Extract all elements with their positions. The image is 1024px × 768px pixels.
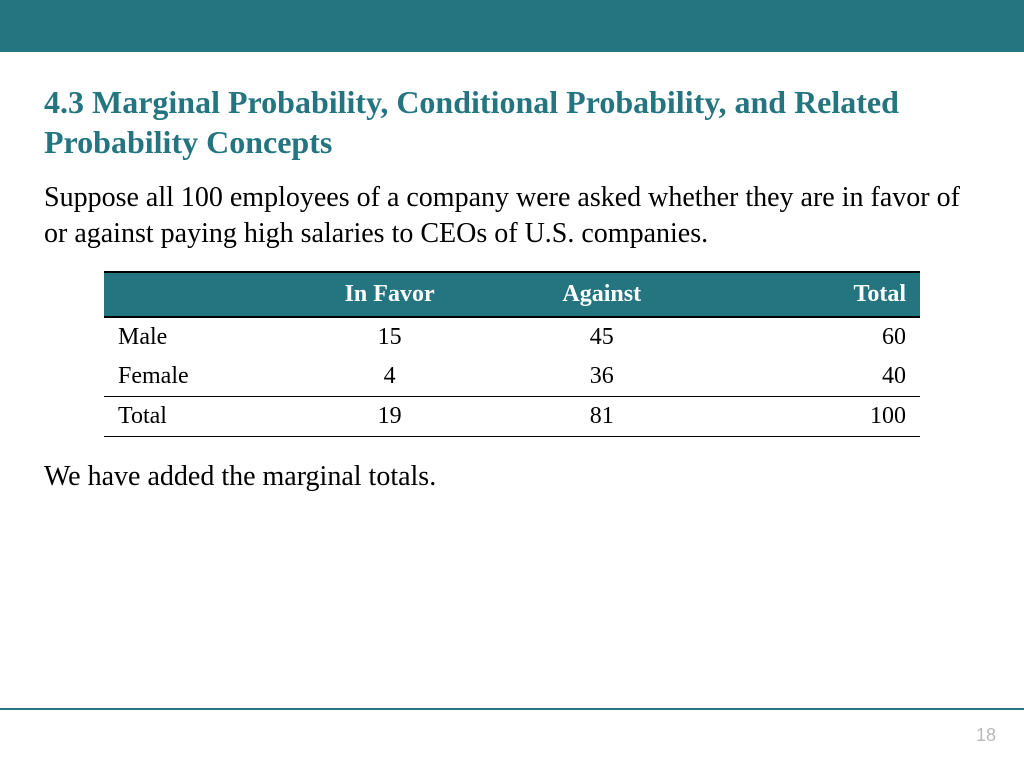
top-header-bar [0,0,1024,52]
col-infavor: In Favor [284,272,496,317]
table-container: In Favor Against Total Male 15 45 60 Fem… [44,271,980,437]
cell-value: 100 [708,396,920,436]
cell-value: 4 [284,357,496,397]
outro-paragraph: We have added the marginal totals. [44,461,980,493]
cell-value: 40 [708,357,920,397]
contingency-table: In Favor Against Total Male 15 45 60 Fem… [104,271,920,437]
col-blank [104,272,284,317]
slide-content: 4.3 Marginal Probability, Conditional Pr… [0,52,1024,493]
cell-value: 19 [284,396,496,436]
cell-value: 45 [496,317,708,357]
footer-divider [0,708,1024,710]
cell-value: 81 [496,396,708,436]
page-number: 18 [976,725,996,746]
table-row: Male 15 45 60 [104,317,920,357]
table-row: Female 4 36 40 [104,357,920,397]
row-label: Male [104,317,284,357]
cell-value: 36 [496,357,708,397]
table-row: Total 19 81 100 [104,396,920,436]
col-against: Against [496,272,708,317]
row-label: Female [104,357,284,397]
slide-title: 4.3 Marginal Probability, Conditional Pr… [44,82,980,162]
col-total: Total [708,272,920,317]
cell-value: 15 [284,317,496,357]
cell-value: 60 [708,317,920,357]
intro-paragraph: Suppose all 100 employees of a company w… [44,180,980,253]
table-header-row: In Favor Against Total [104,272,920,317]
row-label: Total [104,396,284,436]
